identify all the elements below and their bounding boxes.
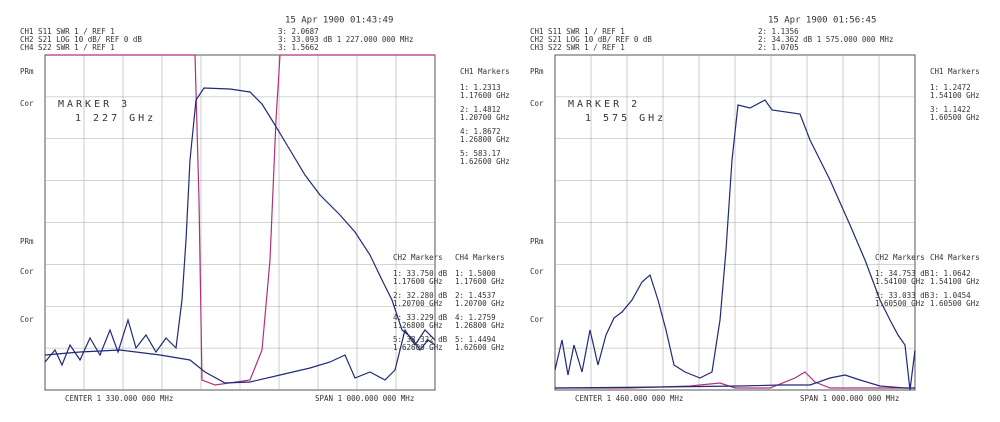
marker-frequency: 1.26800 GHz [455,321,505,330]
marker-value: 5: 33.322 dB [393,335,448,344]
side-label: Cor [20,99,34,108]
side-label: PRm [530,237,544,246]
marker-frequency: 1.54100 GHz [930,91,980,100]
traces [554,99,916,391]
trace-s22 [554,374,915,389]
marker-readout: 3: 1.5662 [278,43,319,52]
marker-value: 4: 33.229 dB [393,313,448,322]
marker-value: 5: 1.4494 [455,335,496,344]
marker-value: 1: 1.2313 [460,83,501,92]
marker-readout: 3: 33.093 dB 1 227.000 000 MHz [278,35,413,44]
marker-value: 1: 34.753 dB [875,269,930,278]
marker-title: MARKER 2 [568,99,640,110]
marker-frequency: 1.62600 GHz [460,157,510,166]
marker-value: 2: 1.4537 [455,291,496,300]
marker-frequency: 1.60500 GHz [930,299,980,308]
marker-table-title: CH4 Markers [455,253,505,262]
marker-table-title: CH1 Markers [930,67,980,76]
marker-frequency: 1.20700 GHz [455,299,505,308]
marker-frequency: 1.17600 GHz [455,277,505,286]
timestamp: 15 Apr 1900 01:56:45 [768,16,876,26]
marker-value: 1: 1.2472 [930,83,971,92]
traces [44,54,436,386]
marker-title: MARKER 3 [58,99,130,110]
channel-setting: CH1 S11 SWR 1 / REF 1 [20,27,115,36]
marker-frequency: 1.20700 GHz [393,299,443,308]
side-label: Cor [530,267,544,276]
marker-frequency: 1.62600 GHz [455,343,505,352]
channel-setting: CH2 S21 LOG 10 dB/ REF 0 dB [20,35,142,44]
side-label: PRm [20,237,34,246]
side-label: PRm [20,67,34,76]
side-label: PRm [530,67,544,76]
marker-value: 1: 1.0642 [930,269,971,278]
trace-s21 [44,87,436,367]
marker-value: 3: 33.033 dB [875,291,930,300]
marker-value: 4: 1.8672 [460,127,501,136]
side-label: Cor [530,99,544,108]
center-frequency: CENTER 1 460.000 000 MHz [575,394,683,403]
channel-setting: CH4 S22 SWR 1 / REF 1 [20,43,115,52]
marker-frequency: 1.17600 GHz [460,91,510,100]
span: SPAN 1 000.000 000 MHz [800,394,899,403]
marker-readout: 2: 1.1356 [758,27,799,36]
side-label: Cor [20,315,34,324]
marker-value: 2: 1.4812 [460,105,501,114]
marker-table-title: CH4 Markers [930,253,980,262]
marker-value: 2: 32.280 dB [393,291,448,300]
center-frequency: CENTER 1 330.000 000 MHz [65,394,173,403]
channel-setting: CH2 S21 LOG 10 dB/ REF 0 dB [530,35,652,44]
marker-frequency: 1.26800 GHz [460,135,510,144]
marker-table-title: CH1 Markers [460,67,510,76]
trace-s21 [554,99,916,391]
marker-value: 3: 1.1422 [930,105,971,114]
marker-value: 1: 33.750 dB [393,269,448,278]
marker-frequency: 1 575 GHz [585,113,666,124]
side-label: Cor [20,267,34,276]
trace-s11 [45,54,435,386]
marker-frequency: 1 227 GHz [75,113,156,124]
marker-readout: 2: 34.362 dB 1 575.000 000 MHz [758,35,893,44]
marker-frequency: 1.54100 GHz [875,277,925,286]
marker-frequency: 1.60500 GHz [930,113,980,122]
analyzer-panel: 15 Apr 1900 01:43:49 CH1 S11 SWR 1 / REF … [20,16,510,404]
marker-readout: 2: 1.0705 [758,43,799,52]
marker-frequency: 1.54100 GHz [930,277,980,286]
marker-frequency: 1.62600 GHz [393,343,443,352]
marker-frequency: 1.26800 GHz [393,321,443,330]
marker-value: 3: 1.0454 [930,291,971,300]
channel-setting: CH3 S22 SWR 1 / REF 1 [530,43,625,52]
trace-s22 [44,328,436,384]
marker-frequency: 1.20700 GHz [460,113,510,122]
marker-readout: 3: 2.0687 [278,27,319,36]
marker-frequency: 1.17600 GHz [393,277,443,286]
channel-setting: CH1 S11 SWR 1 / REF 1 [530,27,625,36]
marker-value: 1: 1.5000 [455,269,496,278]
marker-value: 4: 1.2759 [455,313,496,322]
analyzer-panel: 15 Apr 1900 01:56:45 CH1 S11 SWR 1 / REF … [530,16,980,404]
side-label: Cor [530,315,544,324]
marker-table-title: CH2 Markers [875,253,925,262]
marker-frequency: 1.60500 GHz [875,299,925,308]
timestamp: 15 Apr 1900 01:43:49 [285,16,393,26]
marker-table-title: CH2 Markers [393,253,443,262]
span: SPAN 1 000.000 000 MHz [315,394,414,403]
marker-value: 5: 583.17 [460,149,501,158]
